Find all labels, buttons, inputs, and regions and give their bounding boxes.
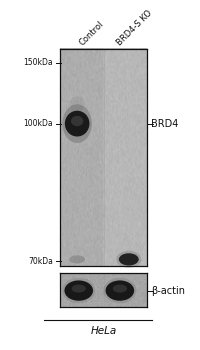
Text: 70kDa: 70kDa	[28, 257, 53, 266]
Text: β-actin: β-actin	[151, 286, 185, 296]
Ellipse shape	[113, 285, 127, 293]
Ellipse shape	[62, 104, 92, 143]
Ellipse shape	[106, 280, 134, 301]
Ellipse shape	[71, 116, 83, 126]
Ellipse shape	[65, 111, 89, 136]
Text: Control: Control	[78, 19, 106, 47]
Text: 150kDa: 150kDa	[24, 58, 53, 67]
Text: 100kDa: 100kDa	[24, 119, 53, 128]
Text: HeLa: HeLa	[90, 326, 117, 336]
Ellipse shape	[116, 251, 141, 268]
Ellipse shape	[72, 285, 86, 293]
Ellipse shape	[62, 278, 95, 303]
Ellipse shape	[64, 280, 93, 301]
Text: BRD4: BRD4	[151, 119, 178, 129]
Ellipse shape	[70, 97, 85, 112]
Ellipse shape	[103, 278, 136, 303]
Text: BRD4-S KO: BRD4-S KO	[115, 8, 154, 47]
Ellipse shape	[69, 255, 85, 264]
Ellipse shape	[119, 253, 139, 266]
